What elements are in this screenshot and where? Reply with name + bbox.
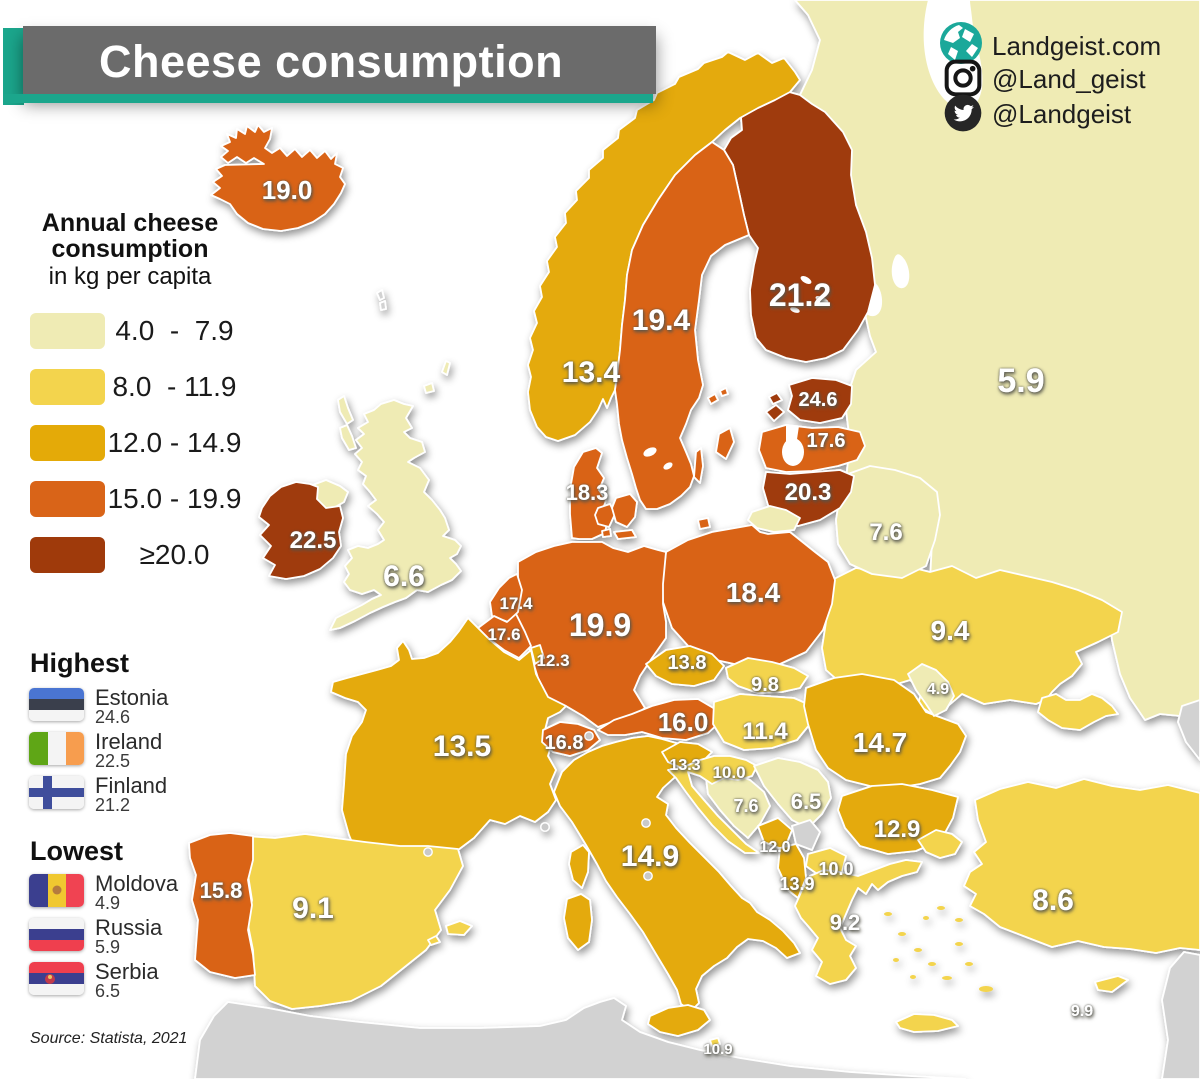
svg-text:24.6: 24.6 <box>799 389 838 411</box>
svg-text:4.9: 4.9 <box>927 681 949 698</box>
svg-text:9.4: 9.4 <box>931 615 970 646</box>
svg-text:22.5: 22.5 <box>290 527 337 554</box>
svg-text:5.9: 5.9 <box>997 362 1044 400</box>
svg-text:12.9: 12.9 <box>874 816 921 843</box>
svg-text:14.9: 14.9 <box>621 840 679 873</box>
svg-text:16.8: 16.8 <box>545 732 584 754</box>
svg-text:10.0: 10.0 <box>712 763 745 782</box>
svg-text:14.7: 14.7 <box>853 727 908 758</box>
svg-text:18.3: 18.3 <box>566 480 609 505</box>
svg-text:13.9: 13.9 <box>779 874 814 894</box>
svg-text:6.5: 6.5 <box>791 789 822 814</box>
svg-text:9.2: 9.2 <box>830 910 861 935</box>
svg-text:16.0: 16.0 <box>658 707 709 737</box>
svg-text:13.4: 13.4 <box>562 356 621 389</box>
svg-text:17.4: 17.4 <box>499 594 533 613</box>
svg-text:20.3: 20.3 <box>785 479 832 506</box>
svg-text:18.4: 18.4 <box>726 577 781 608</box>
svg-text:9.8: 9.8 <box>751 674 779 696</box>
svg-text:13.3: 13.3 <box>669 757 700 774</box>
svg-text:13.5: 13.5 <box>433 730 491 763</box>
svg-text:12.0: 12.0 <box>759 839 790 856</box>
svg-text:17.6: 17.6 <box>807 430 846 452</box>
svg-text:19.4: 19.4 <box>632 304 691 337</box>
svg-text:9.9: 9.9 <box>1071 1003 1093 1020</box>
svg-text:8.6: 8.6 <box>1032 884 1074 917</box>
svg-text:11.4: 11.4 <box>742 718 788 745</box>
svg-text:15.8: 15.8 <box>200 878 243 903</box>
svg-text:10.9: 10.9 <box>703 1041 732 1058</box>
svg-text:21.2: 21.2 <box>769 277 831 313</box>
svg-text:19.9: 19.9 <box>569 607 631 643</box>
svg-text:17.6: 17.6 <box>487 625 520 644</box>
svg-text:19.0: 19.0 <box>262 175 313 205</box>
svg-text:7.6: 7.6 <box>869 519 902 546</box>
svg-text:12.3: 12.3 <box>536 651 569 670</box>
svg-text:13.8: 13.8 <box>668 652 707 674</box>
svg-text:7.6: 7.6 <box>733 796 758 816</box>
svg-text:10.0: 10.0 <box>818 859 853 879</box>
svg-text:6.6: 6.6 <box>383 560 425 593</box>
svg-text:9.1: 9.1 <box>292 892 334 925</box>
